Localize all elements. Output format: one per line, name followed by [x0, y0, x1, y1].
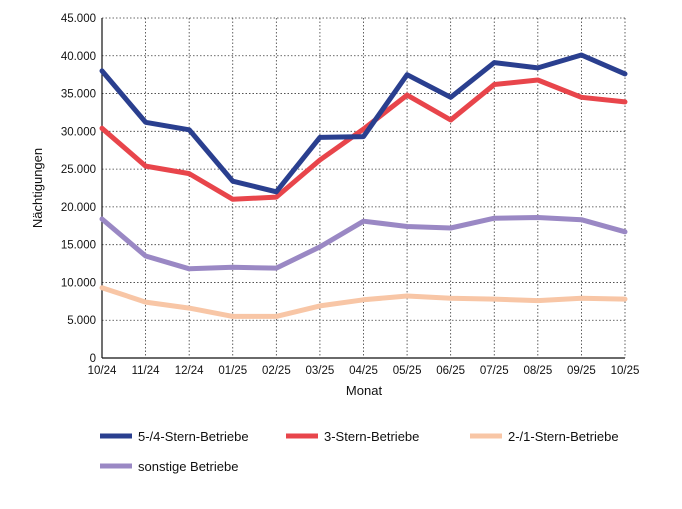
y-tick-label: 25.000	[61, 164, 96, 176]
y-tick-label: 10.000	[61, 277, 96, 289]
legend: 5-/4-Stern-Betriebe 3-Stern-Betriebe 2-/1-…	[100, 429, 619, 474]
series-line-5-4-stern-betriebe	[99, 52, 628, 195]
x-tick-label: 10/24	[88, 365, 117, 377]
x-tick-label: 12/24	[175, 365, 204, 377]
legend-label-2-1-stern-betriebe: 2-/1-Stern-Betriebe	[508, 429, 619, 444]
x-tick-label: 01/25	[218, 365, 247, 377]
y-tick-label: 5.000	[67, 315, 96, 327]
y-tick-label: 30.000	[61, 126, 96, 138]
x-tick-label: 09/25	[567, 365, 596, 377]
x-tick-label: 11/24	[132, 365, 161, 377]
series-line-2-1-stern-betriebe	[99, 285, 628, 319]
x-tick-label: 04/25	[349, 365, 378, 377]
y-tick-label: 20.000	[61, 202, 96, 214]
y-tick-label: 15.000	[61, 240, 96, 252]
legend-label-5-4-stern-betriebe: 5-/4-Stern-Betriebe	[138, 429, 249, 444]
x-axis-ticks: 10/24 11/24 12/24 01/25 02/25 03/25 04/25 05/25…	[88, 365, 640, 377]
x-axis-title: Monat	[346, 383, 383, 398]
y-tick-label: 35.000	[61, 89, 96, 101]
y-tick-label: 40.000	[61, 51, 96, 63]
x-tick-label: 10/25	[611, 365, 640, 377]
y-tick-label: 45.000	[61, 13, 96, 25]
x-tick-label: 07/25	[480, 365, 509, 377]
legend-label-sonstige-betriebe: sonstige Betriebe	[138, 459, 238, 474]
x-tick-label: 08/25	[523, 365, 552, 377]
x-tick-label: 03/25	[306, 365, 335, 377]
x-tick-label: 06/25	[436, 365, 465, 377]
x-tick-label: 02/25	[262, 365, 291, 377]
y-axis-title: Nächtigungen	[30, 148, 45, 228]
series-line-3-stern-betriebe	[99, 77, 628, 202]
series-line-sonstige-betriebe	[99, 215, 628, 272]
series-lines	[99, 52, 628, 319]
legend-label-3-stern-betriebe: 3-Stern-Betriebe	[324, 429, 419, 444]
y-tick-label: 0	[90, 353, 96, 365]
x-tick-label: 05/25	[393, 365, 422, 377]
y-axis-ticks: 0 5.000 10.000 15.000 20.000 25.000 30.000 35.0…	[61, 13, 96, 365]
